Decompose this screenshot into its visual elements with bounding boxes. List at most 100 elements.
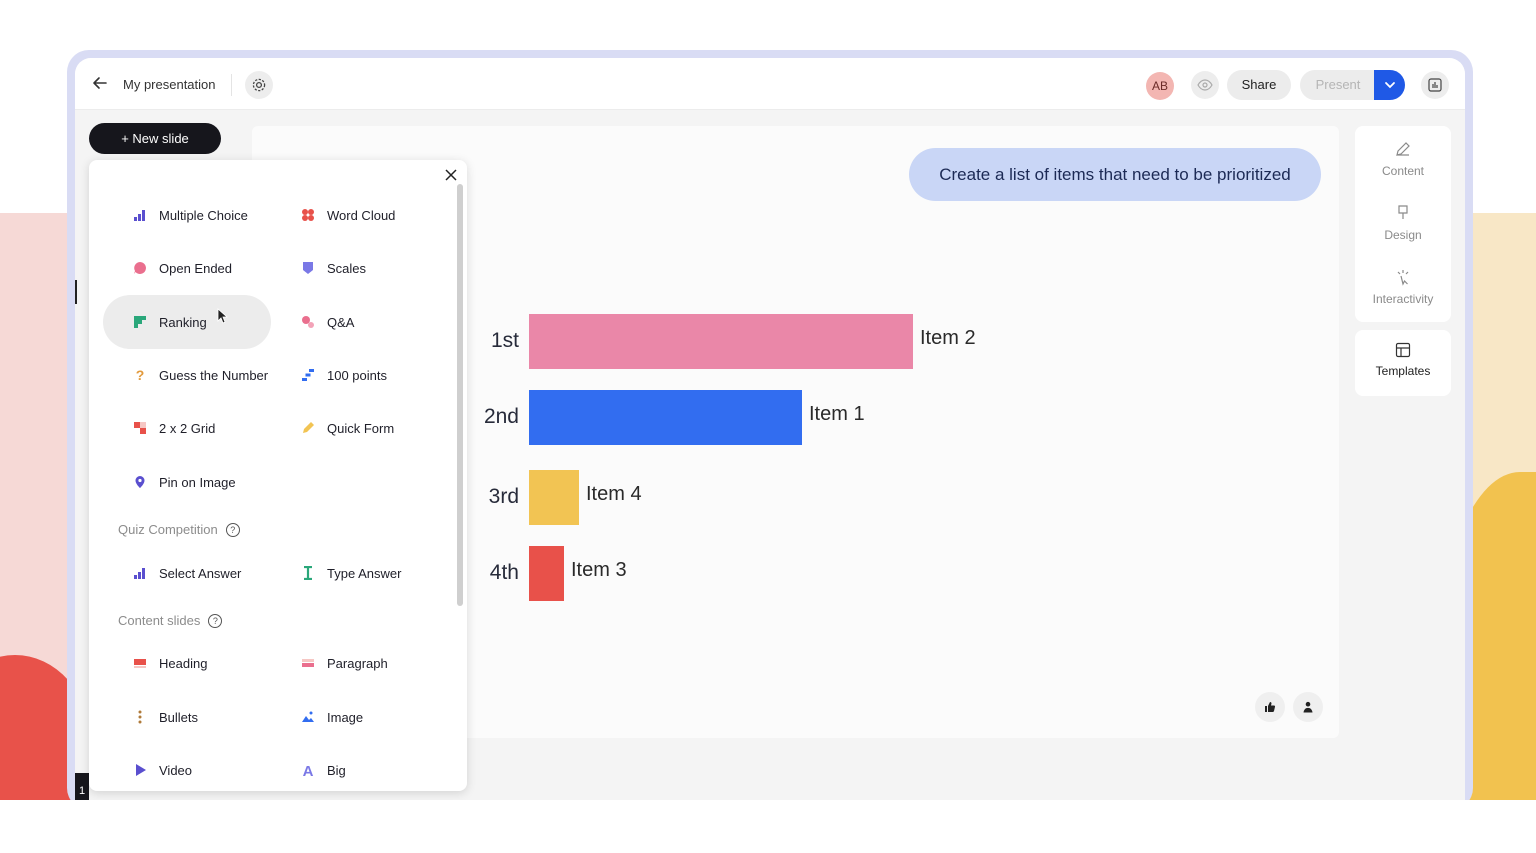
interactivity-tab[interactable]: Interactivity [1355,268,1451,306]
chart-bar [529,314,913,369]
grid-icon [133,421,147,435]
present-dropdown-button[interactable] [1374,70,1405,100]
menu-item-open-ended[interactable]: Open Ended [133,250,293,286]
person-icon [1303,701,1313,713]
reaction-button[interactable] [1255,692,1285,722]
menu-item-label: Image [327,709,364,725]
scales-icon [301,261,315,275]
menu-item-label: Quick Form [327,420,395,436]
menu-item-label: Q&A [327,314,355,330]
play-icon [133,763,147,777]
menu-item-image[interactable]: Image [301,699,461,735]
templates-label: Templates [1375,364,1431,378]
menu-item-q-a[interactable]: Q&A [301,304,461,340]
quiz-competition-title: Quiz Competition ? [118,522,240,537]
menu-item-paragraph[interactable]: Paragraph [301,645,461,681]
templates-button[interactable]: Templates [1355,330,1451,396]
presentation-title[interactable]: My presentation [123,77,216,92]
menu-item-label: Word Cloud [327,207,396,223]
bar-chart-icon [133,208,147,222]
text-cursor-icon [301,566,315,580]
results-button[interactable] [1421,71,1449,99]
chart-bar [529,390,802,445]
menu-item-scales[interactable]: Scales [301,250,461,286]
menu-item-label: Pin on Image [159,474,236,490]
menu-item-label: Big [327,762,346,778]
bar-label: Item 3 [571,559,627,581]
slide-prompt: Create a list of items that need to be p… [909,148,1321,201]
bar-label: Item 2 [920,327,976,349]
close-menu-button[interactable] [441,165,461,185]
menu-item-label: Guess the Number [159,367,269,383]
heading-icon [133,656,147,670]
avatar[interactable]: AB [1146,72,1174,100]
back-button[interactable] [89,74,111,96]
menu-item-pin-on-image[interactable]: Pin on Image [133,464,293,500]
interactivity-tab-label: Interactivity [1372,292,1434,306]
rank-label: 4th [489,561,519,584]
content-tab-label: Content [1381,164,1425,178]
pencil-icon [1396,142,1410,156]
menu-item-big[interactable]: A Big [301,752,461,788]
participants-button[interactable] [1293,692,1323,722]
menu-item-quick-form[interactable]: Quick Form [301,410,461,446]
menu-item-type-answer[interactable]: Type Answer [301,555,461,591]
menu-item-label: Video [159,762,193,778]
help-icon[interactable]: ? [225,522,240,537]
menu-item-label: Type Answer [327,565,402,581]
slide-number[interactable]: 1 [75,773,89,800]
menu-item-multiple-choice[interactable]: Multiple Choice [133,197,293,233]
right-panel: Content Design Interactivity [1355,126,1451,322]
menu-item-label: Heading [159,655,208,671]
chart-bar [529,546,564,601]
design-tab[interactable]: Design [1355,204,1451,242]
menu-item-100-points[interactable]: 100 points [301,357,461,393]
templates-icon [1395,342,1411,358]
slide-selection-marker [75,280,77,304]
menu-item-label: Open Ended [159,260,233,276]
svg-text:A: A [303,763,314,777]
pencil-icon [301,421,315,435]
menu-item-ranking[interactable]: Ranking [103,295,271,349]
paint-brush-icon [1398,205,1408,219]
content-tab[interactable]: Content [1355,140,1451,178]
settings-button[interactable] [245,71,273,99]
menu-item-label: Multiple Choice [159,207,248,223]
rank-label: 3rd [488,485,519,508]
menu-item-2-x-2-grid[interactable]: 2 x 2 Grid [133,410,293,446]
menu-item-heading[interactable]: Heading [133,645,293,681]
thumbs-up-icon [1265,702,1276,712]
bullets-icon [133,710,147,724]
menu-item-bullets[interactable]: Bullets [133,699,293,735]
word-cloud-icon [301,208,315,222]
chevron-down-icon [1384,82,1395,89]
menu-item-label: Scales [327,260,367,276]
image-icon [301,710,315,724]
divider [231,74,232,96]
quiz-competition-label: Quiz Competition [118,522,218,537]
gear-icon [252,78,266,92]
menu-item-label: 2 x 2 Grid [159,420,216,436]
help-icon[interactable]: ? [208,613,223,628]
menu-item-label: 100 points [327,367,387,383]
preview-button[interactable] [1191,71,1219,99]
share-button[interactable]: Share [1227,70,1291,100]
big-letter-icon: A [301,763,315,777]
menu-item-video[interactable]: Video [133,752,293,788]
qa-icon [301,315,315,329]
bar-label: Item 1 [809,403,865,425]
menu-item-word-cloud[interactable]: Word Cloud [301,197,461,233]
top-bar: My presentation AB Share Present [75,58,1465,110]
design-tab-label: Design [1384,228,1422,242]
ranking-icon [133,315,147,329]
present-button[interactable]: Present [1300,70,1376,100]
menu-item-label: Ranking [159,314,207,330]
eye-icon [1197,79,1213,91]
new-slide-button[interactable]: + New slide [89,123,221,154]
pin-icon [133,475,147,489]
menu-item-select-answer[interactable]: Select Answer [133,555,293,591]
bar-chart-icon [133,566,147,580]
menu-scrollbar[interactable] [457,184,463,606]
menu-item-guess-the-number[interactable]: ? Guess the Number [133,357,293,393]
svg-text:?: ? [136,368,145,382]
